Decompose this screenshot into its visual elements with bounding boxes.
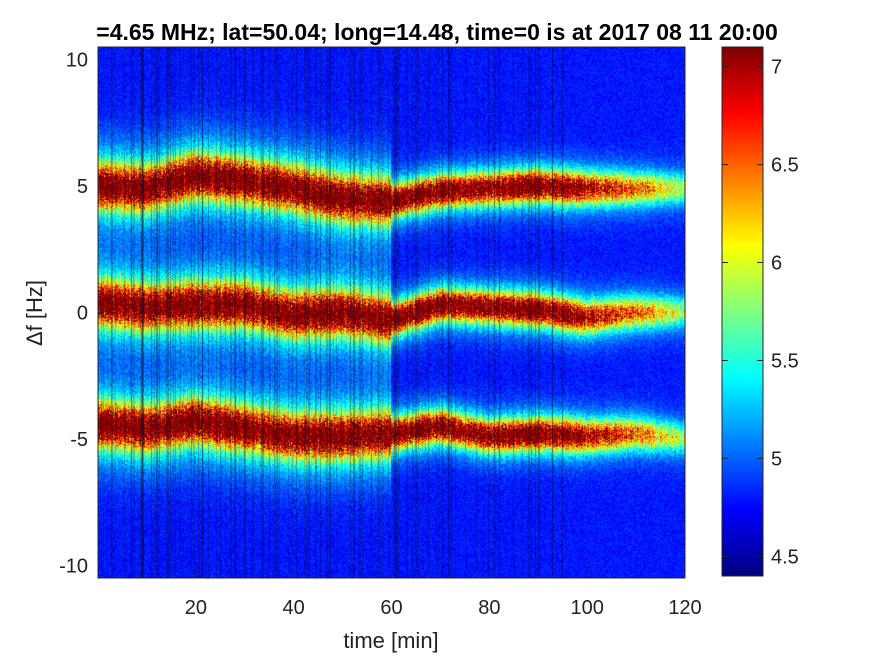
y-tick-label: -5 (70, 429, 88, 451)
y-tick-label: 5 (77, 176, 88, 198)
colorbar-tick-label: 6 (771, 253, 782, 275)
x-tick-label: 120 (668, 597, 701, 619)
y-tick-label: -10 (59, 555, 88, 577)
colorbar-tick-label: 5.5 (771, 350, 799, 372)
y-axis-label: Δf [Hz] (22, 280, 47, 346)
colorbar-tick-label: 6.5 (771, 155, 799, 177)
x-axis: 20 40 60 80 100 120 (185, 572, 702, 619)
colorbar-tick-label: 4.5 (771, 546, 799, 568)
chart-title: =4.65 MHz; lat=50.04; long=14.48, time=0… (96, 19, 777, 45)
colorbar: 7 6.5 6 5.5 5 4.5 (721, 46, 799, 577)
colorbar-tick-label: 7 (771, 57, 782, 79)
colorbar-frame (721, 46, 764, 577)
x-tick-label: 40 (283, 597, 305, 619)
x-tick-label: 60 (380, 597, 402, 619)
x-axis-label: time [min] (343, 628, 438, 653)
x-tick-label: 100 (570, 597, 603, 619)
y-axis: 10 5 0 -5 -10 (59, 50, 104, 577)
colorbar-tick-label: 5 (771, 448, 782, 470)
colorbar-gradient (722, 47, 763, 576)
x-tick-label: 80 (478, 597, 500, 619)
x-tick-label: 20 (185, 597, 207, 619)
colorbar-ticks: 7 6.5 6 5.5 5 4.5 (722, 57, 799, 568)
plot-area (97, 46, 686, 579)
y-tick-label: 10 (66, 50, 88, 72)
heatmap-image (98, 47, 685, 578)
y-tick-label: 0 (77, 303, 88, 325)
